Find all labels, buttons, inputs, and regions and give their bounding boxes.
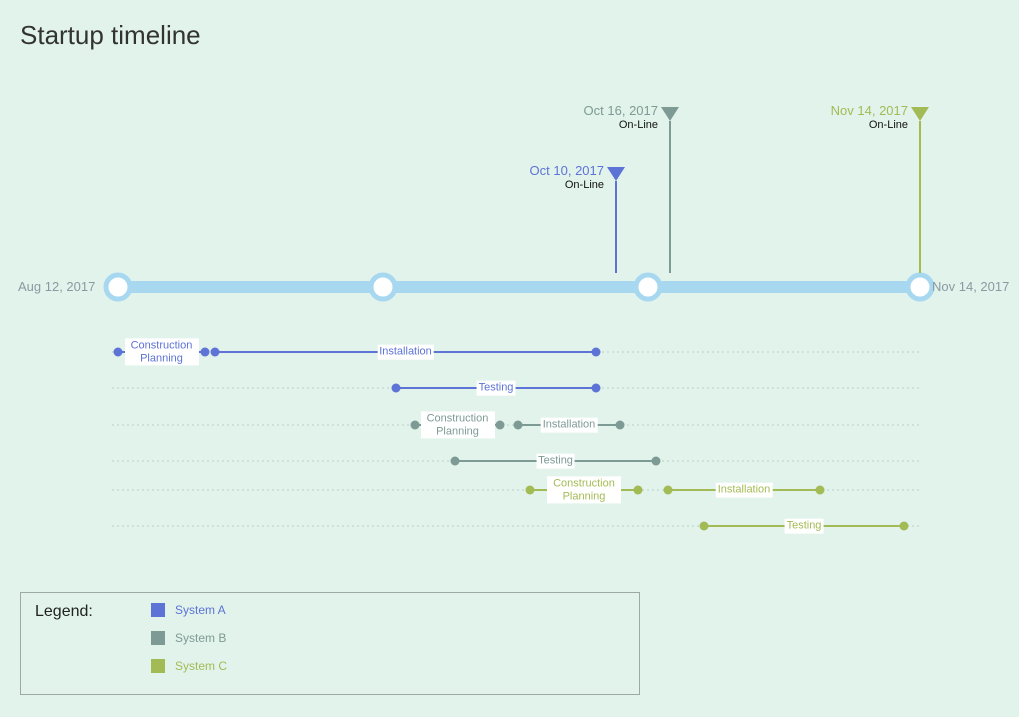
milestone-sublabel-a: On-Line — [520, 179, 604, 191]
task-label: Installation — [377, 345, 434, 360]
legend-item: System B — [151, 631, 226, 645]
page-title: Startup timeline — [20, 20, 201, 51]
task-label: Construction Planning — [547, 476, 621, 503]
milestone-date-a: Oct 10, 2017 — [520, 163, 604, 178]
task-label: Testing — [536, 454, 575, 469]
axis-end-date: Nov 14, 2017 — [932, 279, 1009, 294]
task-label: Construction Planning — [125, 338, 199, 365]
legend-label: System A — [175, 603, 226, 617]
task-label: Construction Planning — [421, 411, 495, 438]
milestone-date-b: Oct 16, 2017 — [574, 103, 658, 118]
legend-swatch — [151, 631, 165, 645]
legend-box: Legend: System A System B System C — [20, 592, 640, 695]
milestone-date-c: Nov 14, 2017 — [824, 103, 908, 118]
legend-label: System B — [175, 631, 226, 645]
task-label: Testing — [477, 381, 516, 396]
task-label: Installation — [716, 483, 773, 498]
legend-item: System A — [151, 603, 226, 617]
legend-swatch — [151, 659, 165, 673]
legend-swatch — [151, 603, 165, 617]
milestone-sublabel-b: On-Line — [574, 119, 658, 131]
legend-item: System C — [151, 659, 227, 673]
task-label: Testing — [785, 519, 824, 534]
legend-title: Legend: — [35, 603, 93, 621]
task-label: Installation — [541, 418, 598, 433]
axis-start-date: Aug 12, 2017 — [18, 279, 95, 294]
milestone-sublabel-c: On-Line — [824, 119, 908, 131]
legend-label: System C — [175, 659, 227, 673]
